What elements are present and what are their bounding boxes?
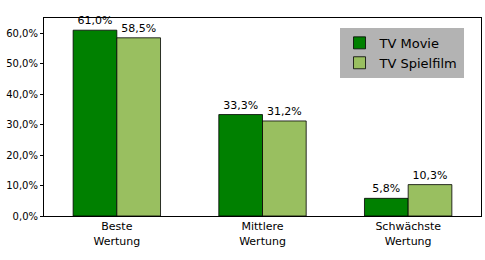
svg-text:10,0%: 10,0% [6,180,38,191]
svg-text:60,0%: 60,0% [6,28,38,39]
svg-text:31,2%: 31,2% [267,105,302,118]
svg-text:0,0%: 0,0% [13,211,38,222]
svg-text:5,8%: 5,8% [372,182,400,195]
svg-text:BesteWertung: BesteWertung [93,220,140,247]
svg-text:50,0%: 50,0% [6,58,38,69]
svg-text:SchwächsteWertung: SchwächsteWertung [375,220,441,247]
svg-text:TV Movie: TV Movie [379,36,439,51]
svg-text:58,5%: 58,5% [121,22,156,35]
svg-text:61,0%: 61,0% [78,14,113,27]
svg-text:33,3%: 33,3% [223,99,258,112]
svg-text:TV Spielfilm: TV Spielfilm [379,56,457,71]
svg-text:20,0%: 20,0% [6,150,38,161]
svg-text:40,0%: 40,0% [6,89,38,100]
svg-text:30,0%: 30,0% [6,119,38,130]
svg-text:10,3%: 10,3% [413,169,448,182]
svg-text:MittlereWertung: MittlereWertung [239,220,286,247]
